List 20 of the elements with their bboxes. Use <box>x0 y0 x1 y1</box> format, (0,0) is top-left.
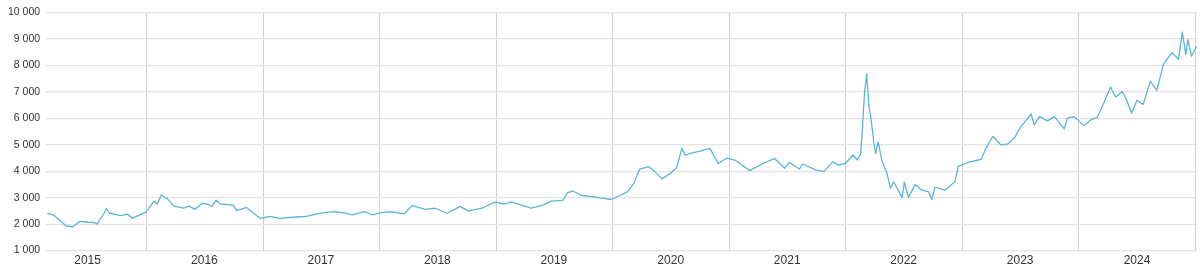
y-tick-label: 10 000 <box>7 5 41 18</box>
x-tick-label: 2018 <box>424 253 452 268</box>
x-tick-label: 2016 <box>191 253 219 268</box>
x-tick-label: 2024 <box>1123 253 1151 268</box>
y-tick-label: 8 000 <box>13 58 41 71</box>
x-tick-label: 2019 <box>540 253 568 268</box>
y-tick-label: 7 000 <box>13 84 41 97</box>
y-tick-label: 2 000 <box>13 217 41 230</box>
x-tick-label: 2022 <box>890 253 918 268</box>
y-tick-label: 4 000 <box>13 164 41 177</box>
y-tick-label: 1 000 <box>13 243 41 256</box>
x-tick-label: 2020 <box>657 253 685 268</box>
y-tick-label: 5 000 <box>13 137 41 150</box>
y-tick-label: 9 000 <box>13 31 41 44</box>
y-tick-label: 6 000 <box>13 111 41 124</box>
x-tick-label: 2021 <box>773 253 801 268</box>
x-tick-label: 2023 <box>1006 253 1034 268</box>
y-tick-label: 3 000 <box>13 190 41 203</box>
x-tick-label: 2015 <box>74 253 102 268</box>
x-tick-label: 2017 <box>307 253 335 268</box>
